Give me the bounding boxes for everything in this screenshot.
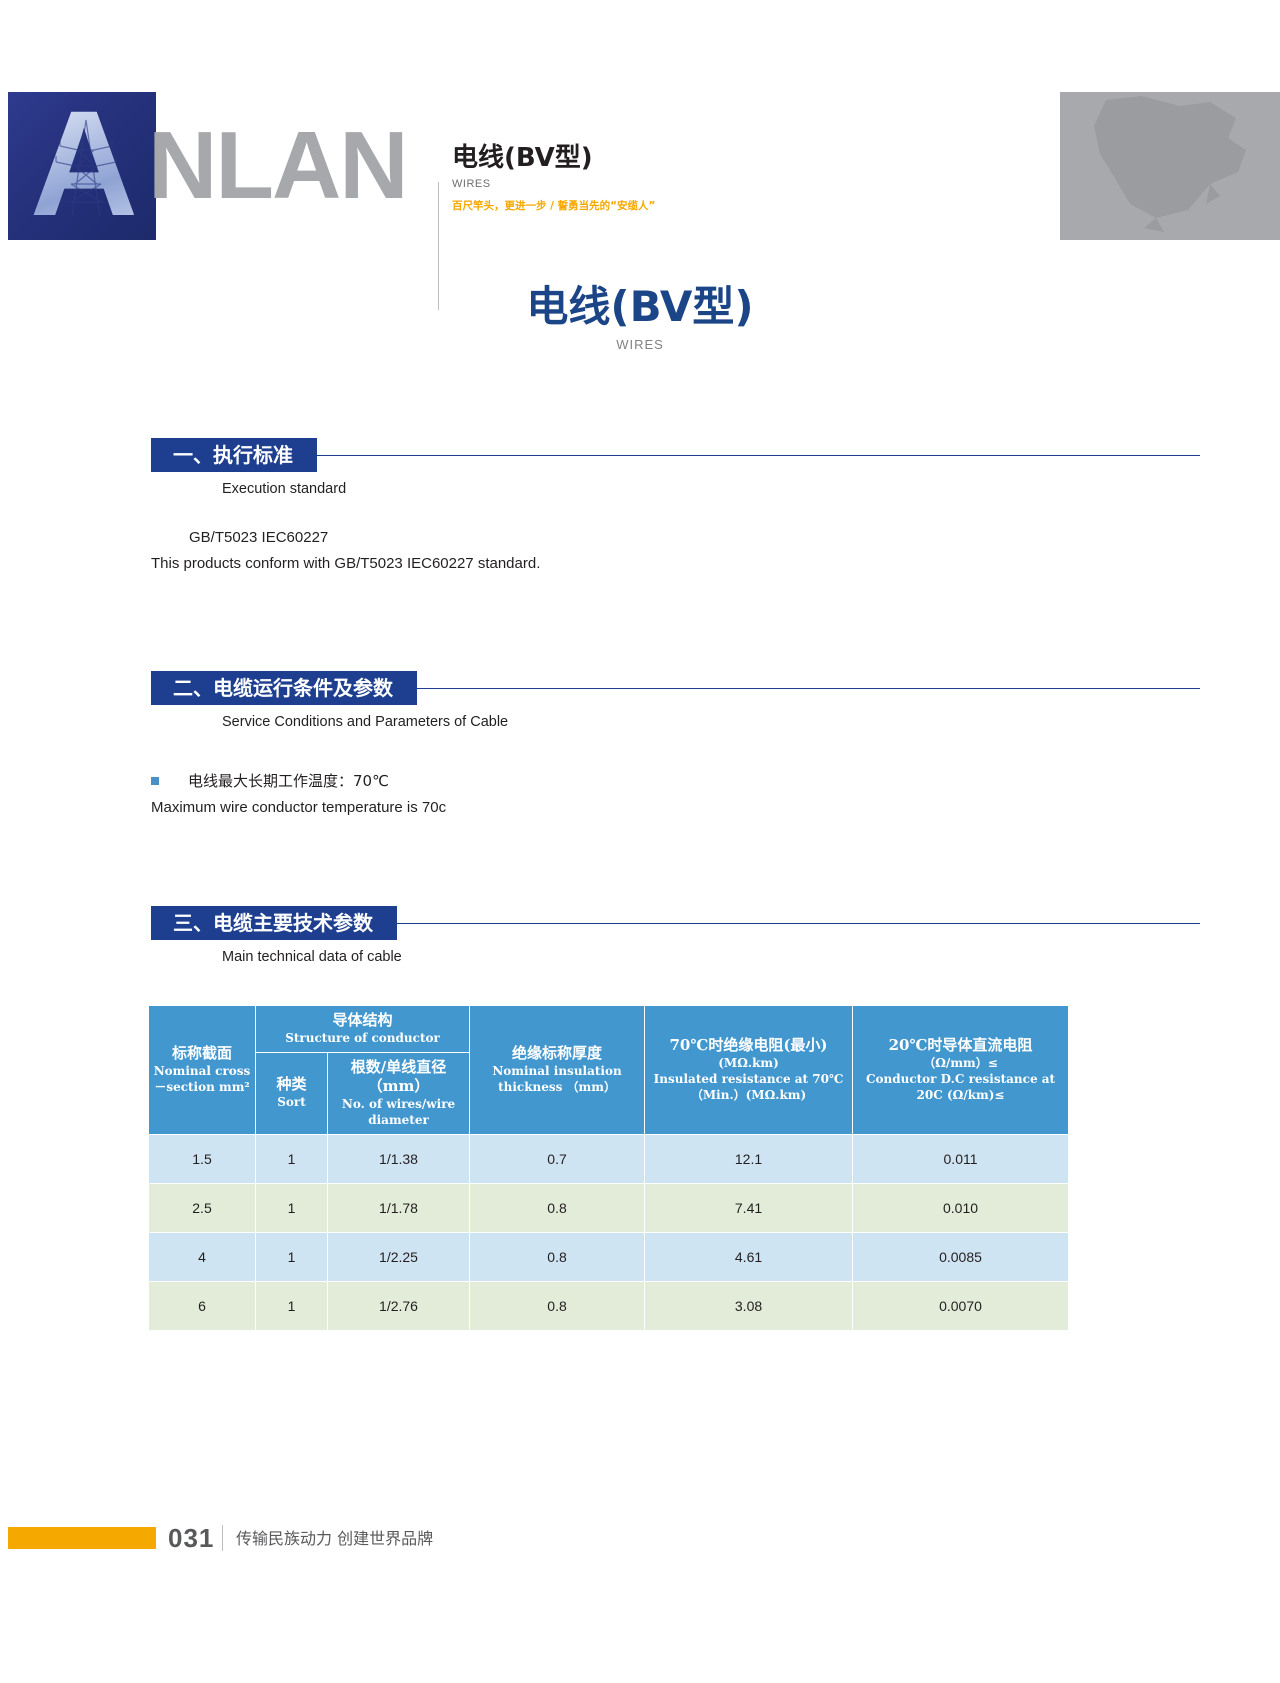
th-structure-of-conductor: 导体结构 Structure of conductor <box>254 1005 471 1053</box>
header-title-en: WIRES <box>452 177 491 190</box>
th-dc-res-en: Conductor D.C resistance at 20C (Ω/km)≤ <box>865 1071 1056 1102</box>
cell-thickness: 0.8 <box>469 1182 646 1233</box>
technical-data-table-wrapper: 标称截面 Nominal cross－section mm² 导体结构 Stru… <box>148 1005 1070 1331</box>
section-2-subtitle-en: Service Conditions and Parameters of Cab… <box>222 714 509 730</box>
section-1-tab: 一、执行标准 <box>151 438 317 472</box>
section-1-conformance-text: This products conform with GB/T5023 IEC6… <box>151 555 541 573</box>
section-2-bullet-cn: 电线最大长期工作温度：70℃ <box>188 772 389 790</box>
section-1-body: GB/T5023 IEC60227 This products conform … <box>151 525 1280 578</box>
page-footer: 031 传输民族动力 创建世界品牌 <box>0 1521 1280 1555</box>
page-title: 电线(BV型) WIRES <box>0 282 1280 353</box>
cell-insul-res: 7.41 <box>644 1182 854 1233</box>
section-execution-standard: 一、执行标准 Execution standard GB/T5023 IEC60… <box>0 438 1280 578</box>
th-wires-en: No. of wires/wire diameter <box>341 1097 456 1128</box>
footer-divider <box>222 1525 223 1551</box>
th-dc-res-unit: （Ω/mm）≤ <box>923 1056 998 1071</box>
th-structure-cn: 导体结构 <box>332 1011 393 1029</box>
section-1-subtitle-en: Execution standard <box>222 481 347 497</box>
header-slogan: 百尺竿头，更进一步 / 誓勇当先的“安缆人” <box>452 199 656 212</box>
cell-thickness: 0.8 <box>469 1280 646 1331</box>
th-insulated-resistance-70c: 70℃时绝缘电阻(最小) (MΩ.km) Insulated resistanc… <box>644 1005 854 1135</box>
page-title-cn: 电线(BV型) <box>526 282 754 331</box>
section-technical-data: 三、电缆主要技术参数 Main technical data of cable <box>0 906 1280 965</box>
section-2-tab: 二、电缆运行条件及参数 <box>151 671 417 705</box>
cell-sort: 1 <box>255 1280 328 1331</box>
square-bullet-icon <box>151 776 159 785</box>
section-3-tab: 三、电缆主要技术参数 <box>151 906 397 940</box>
cell-thickness: 0.8 <box>469 1231 646 1282</box>
th-wires-diameter: 根数/单线直径（mm） No. of wires/wire diameter <box>326 1051 471 1135</box>
th-structure-en: Structure of conductor <box>285 1030 440 1045</box>
cell-wires: 1/2.76 <box>326 1280 471 1331</box>
cell-wires: 1/1.78 <box>326 1182 471 1233</box>
transmission-tower-icon <box>55 119 117 217</box>
th-thickness-en: Nominal insulation thickness （mm） <box>492 1064 622 1094</box>
header-product-label: 电线(BV型) WIRES 百尺竿头，更进一步 / 誓勇当先的“安缆人” <box>452 144 782 213</box>
cell-nominal: 1.5 <box>148 1133 256 1184</box>
cell-insul-res: 4.61 <box>644 1231 854 1282</box>
table-row: 2.5 1 1/1.78 0.8 7.41 0.010 <box>148 1182 1070 1233</box>
cell-nominal: 4 <box>148 1231 256 1282</box>
table-header-row-1: 标称截面 Nominal cross－section mm² 导体结构 Stru… <box>148 1005 1070 1135</box>
th-nominal-cross-section: 标称截面 Nominal cross－section mm² <box>148 1005 256 1135</box>
cell-dc-res: 0.011 <box>852 1133 1070 1184</box>
cell-insul-res: 3.08 <box>644 1280 854 1331</box>
table-body: 1.5 1 1/1.38 0.7 12.1 0.011 2.5 1 1/1.78… <box>148 1133 1070 1331</box>
cell-sort: 1 <box>255 1231 328 1282</box>
th-dc-res-cn: 20℃时导体直流电阻 <box>888 1036 1033 1055</box>
section-2-bullet-item: 电线最大长期工作温度：70℃ <box>151 770 1280 791</box>
page-number: 031 <box>168 1523 215 1553</box>
cell-insul-res: 12.1 <box>644 1133 854 1184</box>
th-nominal-en: Nominal cross－section mm² <box>153 1064 251 1094</box>
table-header-row-2: 种类 Sort 根数/单线直径（mm） No. of wires/wire di… <box>149 1051 1069 1135</box>
section-3-rule <box>151 923 1200 924</box>
cell-dc-res: 0.0070 <box>852 1280 1070 1331</box>
section-2-bullet-en: Maximum wire conductor temperature is 70… <box>151 799 447 816</box>
footer-accent-bar <box>8 1527 156 1549</box>
page-title-en: WIRES <box>616 337 664 353</box>
cell-thickness: 0.7 <box>469 1133 646 1184</box>
section-3-heading-row: 三、电缆主要技术参数 <box>151 906 1280 940</box>
footer-slogan: 传输民族动力 创建世界品牌 <box>236 1529 434 1548</box>
cell-wires: 1/1.38 <box>326 1133 471 1184</box>
logo-letter-a: A <box>30 92 138 238</box>
th-conductor-dc-resistance-20c: 20℃时导体直流电阻 （Ω/mm）≤ Conductor D.C resista… <box>852 1005 1070 1135</box>
cell-nominal: 6 <box>148 1280 256 1331</box>
section-1-standard-codes: GB/T5023 IEC60227 <box>189 529 329 546</box>
section-service-conditions: 二、电缆运行条件及参数 Service Conditions and Param… <box>0 671 1280 816</box>
brand-wordmark: NLAN <box>148 112 409 219</box>
th-insul-res-cn: 70℃时绝缘电阻(最小) <box>669 1036 828 1055</box>
th-nominal-cn: 标称截面 <box>171 1044 232 1063</box>
cell-dc-res: 0.010 <box>852 1182 1070 1233</box>
th-nominal-insulation-thickness: 绝缘标称厚度 Nominal insulation thickness （mm） <box>469 1005 646 1135</box>
page-header: A NLAN 电线(BV型) WIRES 百尺竿头，更进一步 / 誓勇当先的“安… <box>0 92 1280 310</box>
cell-nominal: 2.5 <box>148 1182 256 1233</box>
section-2-rule <box>151 688 1200 689</box>
cell-wires: 1/2.25 <box>326 1231 471 1282</box>
header-divider <box>438 182 439 310</box>
th-sort-en: Sort <box>277 1095 306 1110</box>
th-sort-cn: 种类 <box>276 1075 307 1094</box>
cell-sort: 1 <box>255 1182 328 1233</box>
section-2-heading-row: 二、电缆运行条件及参数 <box>151 671 1280 705</box>
th-sort: 种类 Sort <box>255 1051 328 1135</box>
cell-sort: 1 <box>255 1133 328 1184</box>
table-row: 4 1 1/2.25 0.8 4.61 0.0085 <box>148 1231 1070 1282</box>
th-insul-res-unit: (MΩ.km) <box>718 1056 779 1071</box>
table-row: 1.5 1 1/1.38 0.7 12.1 0.011 <box>148 1133 1070 1184</box>
table-row: 6 1 1/2.76 0.8 3.08 0.0070 <box>148 1280 1070 1331</box>
section-1-heading-row: 一、执行标准 <box>151 438 1280 472</box>
map-outline-graphic <box>1094 96 1246 232</box>
section-1-rule <box>151 455 1200 456</box>
company-logo: A <box>8 92 156 240</box>
th-wires-cn: 根数/单线直径（mm） <box>350 1057 447 1096</box>
section-3-subtitle-en: Main technical data of cable <box>222 949 402 965</box>
th-insul-res-en: Insulated resistance at 70℃（Min.）(MΩ.km) <box>653 1071 844 1102</box>
th-thickness-cn: 绝缘标称厚度 <box>512 1044 603 1063</box>
header-title-cn: 电线(BV型) <box>452 143 593 173</box>
technical-data-table: 标称截面 Nominal cross－section mm² 导体结构 Stru… <box>148 1005 1070 1331</box>
header-decoration-panel <box>1060 92 1280 240</box>
cell-dc-res: 0.0085 <box>852 1231 1070 1282</box>
